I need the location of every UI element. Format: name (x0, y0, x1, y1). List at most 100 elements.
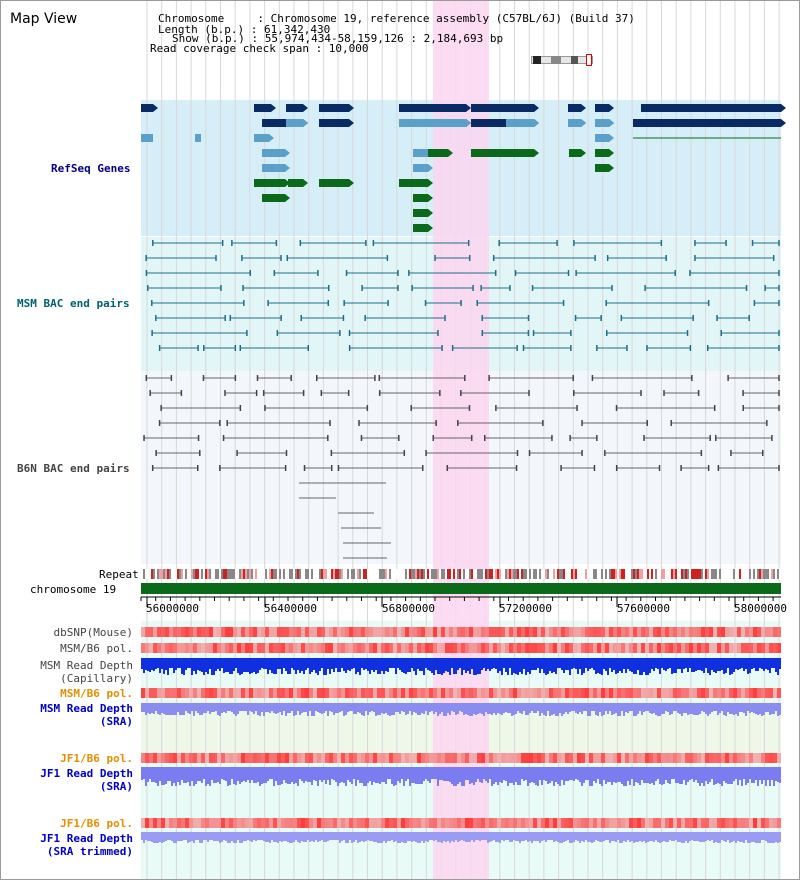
read-depth-bar (751, 779, 753, 783)
read-depth-bar (253, 779, 255, 783)
polymorphism-heat (505, 753, 509, 763)
repeat-element (299, 569, 301, 579)
read-depth-bar (485, 779, 487, 781)
polymorphism-heat (361, 818, 365, 828)
read-depth-bar (379, 668, 381, 674)
read-depth-bar (437, 668, 439, 674)
read-depth-bar (413, 840, 415, 841)
read-depth-bar (299, 711, 301, 715)
track-label-msm-b6-pol[interactable]: MSM/B6 pol. (60, 642, 133, 655)
polymorphism-heat (645, 627, 649, 637)
polymorphism-heat (261, 688, 265, 698)
read-depth-bar (683, 711, 685, 713)
read-depth-bar (199, 668, 201, 671)
repeat-element (585, 569, 587, 579)
repeat-element (435, 569, 437, 579)
read-depth-bar (739, 779, 741, 780)
polymorphism-heat (561, 818, 565, 828)
read-depth-bar (723, 840, 725, 841)
track-label-jf1-b6-pol-2[interactable]: JF1/B6 pol. (60, 817, 133, 830)
read-depth-bar (435, 668, 437, 670)
repeat-element (333, 569, 335, 579)
track-label-repeat[interactable]: Repeat (99, 568, 139, 581)
read-depth-bar (161, 668, 163, 669)
polymorphism-heat (305, 627, 309, 637)
read-depth-bar (731, 711, 733, 714)
polymorphism-heat (585, 753, 589, 763)
read-depth-bar (297, 668, 299, 670)
polymorphism-heat (257, 627, 261, 637)
track-label-jf1-depth-sra-sub: (SRA) (99, 780, 133, 793)
polymorphism-heat (721, 627, 725, 637)
read-depth-bar (615, 711, 617, 713)
track-label-jf1-b6-pol[interactable]: JF1/B6 pol. (60, 752, 133, 765)
repeat-element (517, 569, 519, 579)
polymorphism-heat (389, 688, 393, 698)
read-depth-bar (193, 840, 195, 843)
read-depth-bar (155, 840, 157, 843)
read-depth-bar (729, 668, 731, 675)
polymorphism-heat (745, 627, 749, 637)
gene-strand-arrow (609, 149, 614, 157)
read-depth-bar (767, 711, 769, 712)
repeat-element (195, 569, 197, 579)
polymorphism-heat (585, 643, 589, 653)
read-depth-bar (679, 779, 681, 784)
track-label-chromosome[interactable]: chromosome 19 (30, 583, 117, 596)
polymorphism-heat (201, 753, 205, 763)
track-label-msm-depth-sra[interactable]: MSM Read Depth (40, 702, 133, 715)
repeat-element (407, 569, 409, 579)
polymorphism-heat (301, 643, 305, 653)
track-label-b6n-bac[interactable]: B6N BAC end pairs (17, 462, 130, 475)
track-label-msm-bac[interactable]: MSM BAC end pairs (17, 297, 130, 310)
repeat-element (351, 569, 353, 579)
polymorphism-heat (465, 643, 469, 653)
polymorphism-heat (589, 688, 593, 698)
polymorphism-heat (505, 818, 509, 828)
read-depth-bar (593, 779, 595, 781)
read-depth-bar (487, 779, 489, 783)
read-depth-bar (153, 668, 155, 671)
chromosome-ideogram[interactable] (531, 54, 593, 66)
read-depth-bar (541, 711, 543, 713)
repeat-element (541, 569, 543, 579)
read-depth-bar (497, 711, 499, 713)
polymorphism-heat (449, 643, 453, 653)
track-label-dbsnp[interactable]: dbSNP(Mouse) (53, 626, 133, 639)
track-label-refseq-genes[interactable]: RefSeq Genes (51, 162, 131, 175)
read-depth-bar (689, 840, 691, 841)
refseq-gene (399, 179, 428, 187)
read-depth-bar (339, 779, 341, 783)
repeat-element (529, 569, 531, 579)
polymorphism-heat (585, 818, 589, 828)
read-depth-bar (355, 711, 357, 714)
polymorphism-heat (281, 627, 285, 637)
polymorphism-heat (205, 818, 209, 828)
read-depth-band (141, 658, 781, 668)
read-depth-bar (165, 779, 167, 784)
polymorphism-heat (173, 643, 177, 653)
repeat-element (219, 569, 221, 579)
polymorphism-heat (465, 818, 469, 828)
track-label-msm-b6-pol-2[interactable]: MSM/B6 pol. (60, 687, 133, 700)
read-depth-bar (297, 840, 299, 842)
polymorphism-heat (489, 753, 493, 763)
read-depth-bar (319, 840, 321, 841)
read-depth-bar (149, 840, 151, 841)
polymorphism-heat (713, 753, 717, 763)
read-depth-bar (149, 668, 151, 672)
repeat-element (429, 569, 431, 579)
polymorphism-heat (625, 643, 629, 653)
polymorphism-heat (281, 753, 285, 763)
read-depth-bar (287, 668, 289, 674)
polymorphism-heat (485, 753, 489, 763)
polymorphism-heat (213, 688, 217, 698)
track-label-msm-depth-capillary[interactable]: MSM Read Depth (40, 659, 133, 672)
read-depth-bar (279, 779, 281, 785)
track-label-jf1-depth-trimmed[interactable]: JF1 Read Depth (40, 832, 133, 845)
polymorphism-heat (665, 753, 669, 763)
track-label-jf1-depth-sra[interactable]: JF1 Read Depth (40, 767, 133, 780)
read-depth-bar (761, 668, 763, 669)
read-depth-bar (355, 668, 357, 674)
